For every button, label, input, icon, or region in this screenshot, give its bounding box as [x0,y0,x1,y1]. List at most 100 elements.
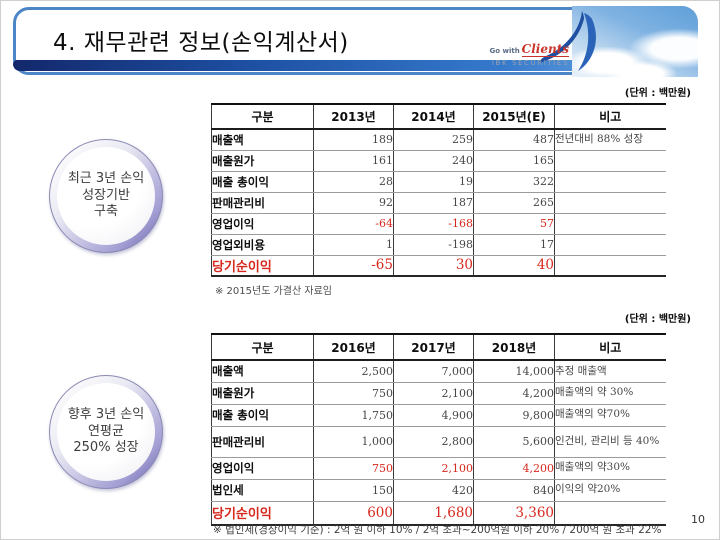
value-cell: 2,800 [393,426,474,458]
value-cell: 2,100 [393,457,474,480]
value-cell: 4,200 [473,382,555,405]
value-cell: 3,360 [473,501,555,526]
value-cell: 259 [393,129,474,151]
value-cell: 4,900 [393,404,474,427]
remark-cell: 전년대비 88% 성장 [554,129,666,151]
remark-cell [554,501,666,526]
value-cell: 1,750 [313,404,394,427]
remark-cell [554,255,666,277]
table-row: 매출 총이익 28 19 322 [211,171,666,193]
table-row: 매출액 2,500 7,000 14,000 추정 매출액 [211,360,666,383]
table-row: 법인세 150 420 840 이익의 약20% [211,479,666,502]
col-header: 2015년(E) [473,104,555,130]
table-header-row: 구분 2013년 2014년 2015년(E) 비고 [211,104,666,130]
brand-company-wordmark: IBK SECURITIES [491,58,569,67]
table-row: 매출액 189 259 487 전년대비 88% 성장 [211,129,666,151]
remark-cell [554,171,666,193]
footnote-corporate-tax: ※ 법인세(경상이익 기준) : 2억 원 이하 10% / 2억 초과~200… [213,524,662,536]
row-label: 매출액 [211,360,314,383]
row-label: 당기순이익 [211,501,314,526]
table-row: 매출 총이익 1,750 4,900 9,800 매출액의 약70% [211,404,666,427]
title-underline-bar [13,60,661,71]
remark-cell [554,150,666,172]
table-row: 영업외비용 1 -198 17 [211,234,666,256]
row-label: 판매관리비 [211,426,314,458]
col-header: 2014년 [393,104,474,130]
value-cell: 240 [393,150,474,172]
row-label: 영업외비용 [211,234,314,256]
col-header: 2016년 [313,334,394,361]
remark-cell: 매출액의 약70% [554,404,666,427]
value-cell: 187 [393,192,474,214]
badge-future-growth: 향후 3년 손익 연평균 250% 성장 [49,375,163,489]
value-cell: 1,000 [313,426,394,458]
row-label: 당기순이익 [211,255,314,277]
table-row-operating-profit: 영업이익 -64 -168 57 [211,213,666,235]
col-header: 2017년 [393,334,474,361]
table-row-net-income: 당기순이익 -65 30 40 [211,255,666,277]
value-cell: 150 [313,479,394,502]
col-header: 비고 [554,334,666,361]
row-label: 매출 총이익 [211,404,314,427]
value-cell: 265 [473,192,555,214]
col-header: 구분 [211,334,314,361]
remark-cell: 이익의 약20% [554,479,666,502]
value-cell: 189 [313,129,394,151]
col-header: 2018년 [473,334,555,361]
value-cell: 14,000 [473,360,555,383]
swoosh-logo-icon [539,11,596,71]
value-cell: 1,680 [393,501,474,526]
value-cell: -64 [313,213,394,235]
unit-label-top: (단위 : 백만원) [624,88,691,99]
value-cell: 840 [473,479,555,502]
remark-cell: 인건비, 관리비 등 40% [554,426,666,458]
value-cell: 5,600 [473,426,555,458]
value-cell: 57 [473,213,555,235]
remark-cell: 매출액의 약30% [554,457,666,480]
brand-tagline: Go with [489,47,520,55]
value-cell: -198 [393,234,474,256]
unit-label-bottom: (단위 : 백만원) [624,314,691,325]
value-cell: 161 [313,150,394,172]
value-cell: 92 [313,192,394,214]
remark-cell: 추정 매출액 [554,360,666,383]
remark-cell: 매출액의 약 30% [554,382,666,405]
table-row: 매출원가 161 240 165 [211,150,666,172]
value-cell: 2,100 [393,382,474,405]
value-cell: 750 [313,382,394,405]
brand-logo: Go with Clients IBK SECURITIES [489,39,569,67]
table-row-operating-profit: 영업이익 750 2,100 4,200 매출액의 약30% [211,457,666,480]
col-header: 구분 [211,104,314,130]
value-cell: -168 [393,213,474,235]
value-cell: -65 [313,255,394,277]
value-cell: 4,200 [473,457,555,480]
badge-future-growth-text: 향후 3년 손익 연평균 250% 성장 [57,383,155,481]
value-cell: 600 [313,501,394,526]
value-cell: 28 [313,171,394,193]
income-table-past: 구분 2013년 2014년 2015년(E) 비고 매출액 189 259 4… [211,103,666,277]
table-row: 매출원가 750 2,100 4,200 매출액의 약 30% [211,382,666,405]
income-table-forecast: 구분 2016년 2017년 2018년 비고 매출액 2,500 7,000 … [211,333,666,526]
value-cell: 165 [473,150,555,172]
remark-cell [554,234,666,256]
col-header: 2013년 [313,104,394,130]
page-title: 4. 재무관련 정보(손익계산서) [53,30,349,56]
table-row: 판매관리비 1,000 2,800 5,600 인건비, 관리비 등 40% [211,426,666,458]
value-cell: 9,800 [473,404,555,427]
table-row: 판매관리비 92 187 265 [211,192,666,214]
row-label: 매출 총이익 [211,171,314,193]
row-label: 영업이익 [211,213,314,235]
value-cell: 19 [393,171,474,193]
table-row-net-income: 당기순이익 600 1,680 3,360 [211,501,666,526]
value-cell: 17 [473,234,555,256]
value-cell: 7,000 [393,360,474,383]
page-number: 10 [691,513,705,526]
value-cell: 487 [473,129,555,151]
value-cell: 750 [313,457,394,480]
row-label: 매출원가 [211,382,314,405]
value-cell: 1 [313,234,394,256]
col-header: 비고 [554,104,666,130]
row-label: 매출액 [211,129,314,151]
table-header-row: 구분 2016년 2017년 2018년 비고 [211,334,666,361]
